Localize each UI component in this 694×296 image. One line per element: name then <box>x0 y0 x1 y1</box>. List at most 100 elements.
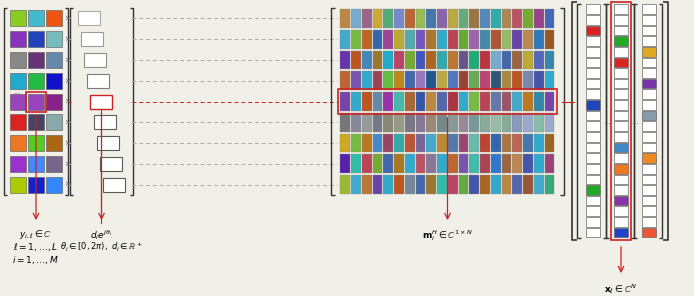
Bar <box>545 175 555 194</box>
Bar <box>405 71 415 90</box>
Bar <box>10 94 26 110</box>
Bar <box>28 52 44 68</box>
Bar <box>351 51 361 69</box>
Bar <box>459 30 468 49</box>
Bar <box>586 164 600 173</box>
Bar <box>502 51 511 69</box>
Bar <box>534 175 544 194</box>
Bar <box>480 9 490 28</box>
Bar <box>84 53 106 67</box>
Bar <box>384 134 393 152</box>
Bar <box>642 132 656 141</box>
Bar <box>545 113 555 132</box>
Bar <box>341 113 350 132</box>
Bar <box>614 217 628 227</box>
Bar <box>614 79 628 89</box>
Bar <box>394 175 404 194</box>
Bar <box>470 71 480 90</box>
Bar <box>437 92 447 111</box>
Bar <box>373 92 382 111</box>
Bar <box>491 51 501 69</box>
Bar <box>614 89 628 99</box>
Bar <box>534 71 544 90</box>
Bar <box>534 30 544 49</box>
Bar <box>534 113 544 132</box>
Bar <box>614 185 628 195</box>
Bar <box>373 71 382 90</box>
Bar <box>437 71 447 90</box>
Bar <box>491 9 501 28</box>
Bar <box>351 134 361 152</box>
Bar <box>416 175 425 194</box>
Bar <box>642 15 656 25</box>
Bar <box>427 155 437 173</box>
Bar <box>373 113 382 132</box>
Bar <box>459 175 468 194</box>
Text: ×: × <box>64 57 70 63</box>
Bar <box>523 51 533 69</box>
Bar <box>46 135 62 151</box>
Text: $i = 1,\ldots,M$: $i = 1,\ldots,M$ <box>12 254 60 266</box>
Bar <box>480 71 490 90</box>
Bar <box>586 132 600 141</box>
Bar <box>642 175 656 184</box>
Bar <box>394 134 404 152</box>
Bar <box>614 175 628 184</box>
Bar <box>480 30 490 49</box>
Bar <box>512 155 523 173</box>
Bar <box>586 4 600 14</box>
Bar <box>394 92 404 111</box>
Bar <box>448 71 458 90</box>
Bar <box>427 30 437 49</box>
Bar <box>480 51 490 69</box>
Bar <box>512 113 523 132</box>
Bar <box>545 155 555 173</box>
Bar <box>586 196 600 205</box>
Bar <box>416 71 425 90</box>
Bar <box>373 9 382 28</box>
Bar <box>448 51 458 69</box>
Bar <box>459 134 468 152</box>
Bar <box>502 71 511 90</box>
Bar <box>642 36 656 46</box>
Bar <box>614 4 628 14</box>
Bar <box>427 9 437 28</box>
Text: $\ell = 1,\ldots,L$: $\ell = 1,\ldots,L$ <box>13 241 59 253</box>
Bar <box>427 134 437 152</box>
Bar <box>10 156 26 172</box>
Bar <box>28 156 44 172</box>
Bar <box>448 155 458 173</box>
Bar <box>614 100 628 110</box>
Bar <box>427 113 437 132</box>
Bar <box>394 71 404 90</box>
Bar <box>642 25 656 35</box>
Bar <box>384 175 393 194</box>
Bar <box>459 51 468 69</box>
Bar <box>614 111 628 120</box>
Bar <box>545 51 555 69</box>
Bar <box>512 51 523 69</box>
Bar <box>545 134 555 152</box>
Bar <box>642 111 656 120</box>
Bar <box>10 31 26 47</box>
Bar <box>614 25 628 35</box>
Text: ×: × <box>64 182 70 188</box>
Bar <box>611 2 631 240</box>
Bar <box>502 134 511 152</box>
Bar <box>28 114 44 130</box>
Bar <box>384 71 393 90</box>
Bar <box>405 155 415 173</box>
Bar <box>534 134 544 152</box>
Text: ×: × <box>64 15 70 21</box>
Bar <box>642 206 656 216</box>
Bar <box>28 10 44 26</box>
Bar <box>642 217 656 227</box>
Bar <box>642 57 656 67</box>
Bar <box>586 47 600 57</box>
Bar <box>523 92 533 111</box>
Text: ×: × <box>64 78 70 84</box>
Bar <box>405 30 415 49</box>
Bar <box>534 92 544 111</box>
Bar <box>642 68 656 78</box>
Text: $y_{i,\ell} \in \mathbb{C}$: $y_{i,\ell} \in \mathbb{C}$ <box>19 228 53 241</box>
